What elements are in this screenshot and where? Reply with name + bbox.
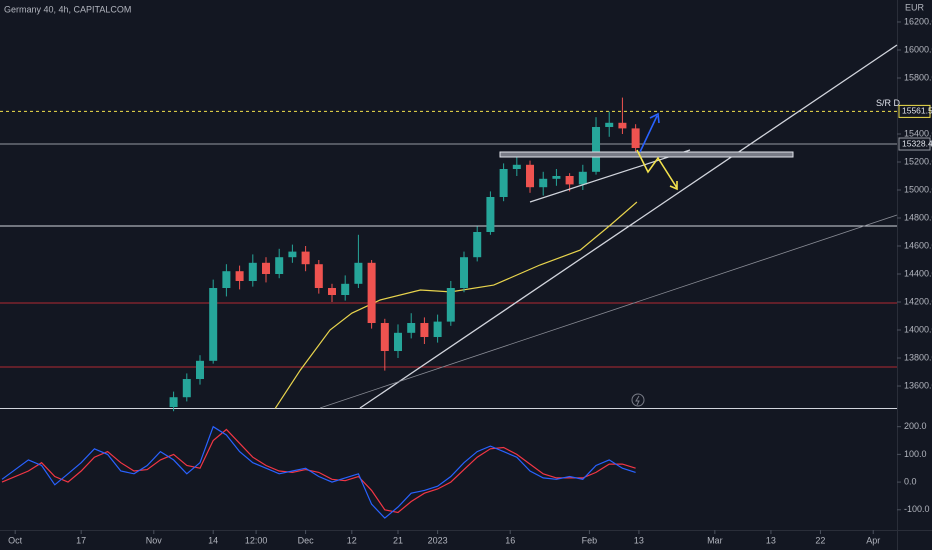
currency-label: EUR (905, 2, 925, 12)
candle-body (275, 257, 284, 275)
price-tag (898, 104, 931, 118)
y-tick-label: 16000.0 (904, 44, 932, 54)
x-tick-label: 2023 (428, 535, 448, 545)
x-tick-label: 13 (766, 535, 776, 545)
y-tick-label: 14000.0 (904, 324, 932, 334)
candle-body (222, 271, 231, 289)
candle-body (526, 164, 535, 188)
x-tick-label: 21 (393, 535, 403, 545)
price-tag-label: 15328.4 (902, 138, 932, 148)
macd-line (1, 425, 636, 519)
trendline (359, 44, 898, 409)
y-tick-label: 16200.0 (904, 16, 932, 26)
candle-body (288, 251, 297, 258)
x-tick-label: 22 (815, 535, 825, 545)
candle-body (169, 397, 178, 408)
x-tick-label: 12:00 (245, 535, 268, 545)
arrow-up (639, 112, 660, 153)
y-tick-label: 15000.0 (904, 184, 932, 194)
price-tag (898, 137, 931, 151)
chart-title: Germany 40, 4h, CAPITALCOM (4, 4, 131, 14)
event-icon-glyph (635, 395, 640, 406)
arrow-down (636, 149, 678, 191)
trendline (319, 214, 898, 409)
candle-body (301, 251, 310, 265)
x-tick-label: Oct (8, 535, 23, 545)
candle-body (248, 262, 257, 282)
x-tick-label: 17 (76, 535, 86, 545)
candle-body (539, 178, 548, 188)
candle-body (433, 321, 442, 338)
candle-body (195, 360, 204, 380)
candle-body (354, 262, 363, 284)
drawings (319, 44, 898, 409)
candle-body (578, 171, 587, 185)
x-tick-label: Nov (146, 535, 163, 545)
candle-body (592, 126, 601, 172)
y-tick-label: 14800.0 (904, 212, 932, 222)
price-tag-label: 15561.5 (902, 106, 932, 116)
candle-body (367, 262, 376, 324)
candle-body (182, 379, 191, 398)
candle-body (235, 271, 244, 282)
candle-body (394, 332, 403, 352)
candle-body (618, 122, 627, 129)
y-tick-label: 14400.0 (904, 268, 932, 278)
y-tick-label: 15200.0 (904, 156, 932, 166)
x-tick-label: Dec (298, 535, 315, 545)
x-tick-label: 12 (347, 535, 357, 545)
candle-body (631, 128, 640, 148)
candle-body (565, 175, 574, 185)
candle-body (605, 122, 614, 127)
candle-body (209, 288, 218, 361)
candle-body (341, 283, 350, 296)
candle-body (499, 168, 508, 197)
x-tick-label: Feb (582, 535, 598, 545)
indicator-tick-label: -100.0 (904, 504, 930, 514)
x-tick-label: 16 (505, 535, 515, 545)
indicator-tick-label: 0.0 (904, 476, 917, 486)
candle-body (486, 196, 495, 233)
candle-body (380, 323, 389, 352)
indicator-tick-label: 200.0 (904, 421, 927, 431)
trendline (529, 149, 691, 203)
candle-body (420, 323, 429, 338)
y-tick-label: 15400.0 (904, 128, 932, 138)
x-tick-label: Mar (707, 535, 723, 545)
y-tick-label: 14200.0 (904, 296, 932, 306)
event-icon[interactable] (631, 393, 645, 407)
candle-body (314, 264, 323, 289)
candle-body (552, 175, 561, 179)
y-tick-label: 13600.0 (904, 380, 932, 390)
candle-body (512, 164, 521, 169)
signal-line (1, 428, 636, 514)
y-tick-label: 14600.0 (904, 240, 932, 250)
candle-body (460, 257, 469, 289)
candle-body (407, 323, 416, 333)
candle-body (446, 288, 455, 322)
moving-average (274, 201, 638, 409)
x-tick-label: Apr (866, 535, 880, 545)
y-tick-label: 15800.0 (904, 72, 932, 82)
x-tick-label: 14 (208, 535, 218, 545)
candle-body (473, 232, 482, 258)
candle-body (261, 262, 270, 275)
indicator-tick-label: 100.0 (904, 449, 927, 459)
zone (499, 151, 794, 158)
x-tick-label: 13 (634, 535, 644, 545)
level-label: S/R D (876, 98, 901, 108)
y-tick-label: 13800.0 (904, 352, 932, 362)
candle-body (328, 288, 337, 296)
